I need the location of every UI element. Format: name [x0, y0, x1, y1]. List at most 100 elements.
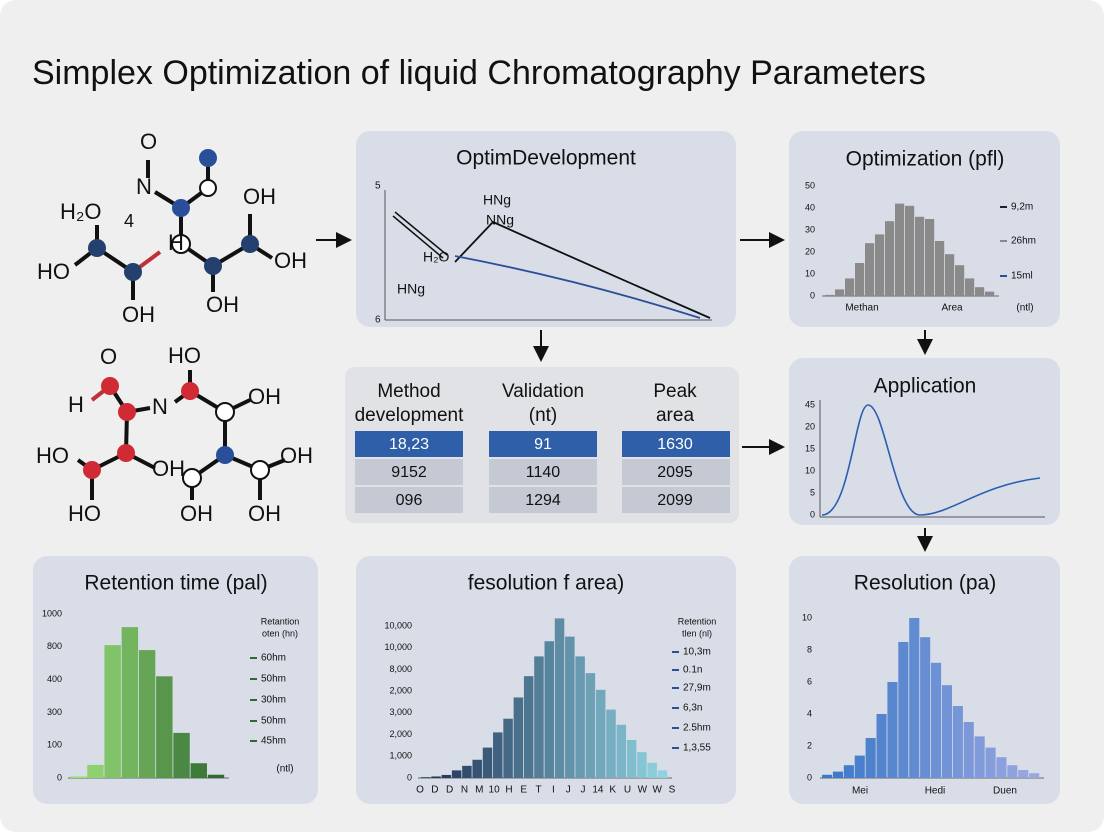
- title: Simplex Optimization of liquid Chromatog…: [32, 54, 926, 92]
- atom-label: OH: [206, 292, 239, 317]
- bar: [421, 777, 431, 778]
- table-header: development: [355, 405, 465, 426]
- bar: [974, 736, 985, 778]
- y-tick-label: 2,000: [389, 729, 412, 739]
- bar: [190, 763, 207, 778]
- x-tick-label: Duen: [993, 786, 1017, 797]
- legend-label: 15ml: [1011, 271, 1033, 282]
- atom-label: OH: [180, 501, 213, 526]
- atom-label: H₂O: [60, 199, 102, 224]
- x-tick-label: O: [416, 785, 424, 796]
- bar: [825, 294, 835, 296]
- atom-label: OH: [243, 184, 276, 209]
- y-tick-label: 400: [47, 674, 62, 684]
- bar: [462, 765, 472, 778]
- y-tick-label: 5: [810, 487, 815, 497]
- atom-label: O: [100, 344, 117, 369]
- bar: [941, 685, 952, 778]
- bar: [1018, 770, 1029, 778]
- molecule: [76, 370, 286, 500]
- y-tick-label: 20: [805, 421, 815, 431]
- atom-label: OH: [274, 248, 307, 273]
- atom-label: N: [136, 174, 152, 199]
- bar: [647, 762, 657, 778]
- bar: [472, 759, 482, 778]
- bar: [843, 765, 854, 778]
- bar: [138, 650, 156, 778]
- bar: [895, 203, 905, 296]
- bar: [1007, 765, 1018, 778]
- y-tick-label: 0: [807, 772, 812, 782]
- bar: [876, 714, 887, 778]
- panel-title: Optimization (pfl): [846, 148, 1005, 171]
- legend-label: 45hm: [261, 736, 286, 747]
- axis-label: 5: [375, 181, 381, 192]
- atom-label: HO: [37, 259, 70, 284]
- bar: [657, 770, 668, 778]
- bar: [955, 265, 965, 296]
- atom-label: N: [152, 394, 168, 419]
- bar: [523, 676, 534, 778]
- y-tick-label: 300: [47, 707, 62, 717]
- legend-label: 6,3n: [683, 703, 702, 714]
- atom-label: OH: [122, 302, 155, 327]
- arrows: [316, 232, 933, 552]
- panel-title: OptimDevelopment: [456, 147, 636, 170]
- legend-label: 50hm: [261, 716, 286, 727]
- x-tick-label: T: [536, 785, 542, 796]
- y-tick-label: 3,000: [389, 707, 412, 717]
- annotation: HNg: [397, 281, 425, 297]
- bar: [875, 234, 885, 296]
- bar: [585, 673, 596, 778]
- bar: [451, 770, 462, 778]
- bar: [637, 752, 647, 778]
- table-cell-text: 1294: [525, 492, 561, 509]
- y-tick-label: 8: [807, 644, 812, 654]
- legend-title: oten (hn): [262, 628, 298, 638]
- bar: [887, 682, 898, 778]
- x-tick-label: N: [461, 785, 468, 796]
- atom-label: H: [168, 230, 184, 255]
- x-tick-label: I: [552, 785, 555, 796]
- y-tick-label: 30: [805, 224, 815, 234]
- bar: [1029, 773, 1040, 778]
- legend-label: 9,2m: [1011, 202, 1033, 213]
- legend-label: 0.1n: [683, 665, 702, 676]
- bar: [503, 718, 513, 778]
- atom-label: OH: [280, 443, 313, 468]
- x-tick-label: 14: [592, 785, 604, 796]
- bar: [965, 278, 975, 296]
- bar: [920, 637, 931, 778]
- bar: [554, 618, 565, 778]
- table-header: area: [656, 405, 694, 426]
- table-cell-text: 91: [534, 436, 552, 453]
- panel-title: Resolution (pa): [854, 572, 996, 595]
- table-header: Method: [377, 381, 440, 402]
- bar: [996, 757, 1007, 778]
- application-curve: [819, 400, 1045, 518]
- annotation: HNg: [483, 192, 511, 208]
- table-cell: [622, 459, 730, 485]
- x-tick-label: Methan: [845, 303, 878, 314]
- legend-label: 2.5hm: [683, 723, 711, 734]
- table-cell: [355, 431, 463, 457]
- x-tick-label: Hedi: [925, 786, 946, 797]
- annotation: H₂O: [423, 249, 450, 265]
- legend-label: 60hm: [261, 653, 286, 664]
- atom-label: OH: [152, 456, 185, 481]
- bar: [595, 689, 606, 778]
- table-cell-text: 1140: [526, 464, 561, 481]
- bar: [835, 289, 845, 296]
- bar: [87, 764, 104, 778]
- bar: [513, 697, 524, 778]
- panel: [356, 131, 736, 327]
- y-tick-label: 2,000: [389, 686, 412, 696]
- x-tick-label: J: [581, 785, 586, 796]
- table: Method development Validation (nt) Peak area 1…: [355, 381, 730, 513]
- bar: [935, 241, 945, 296]
- bar: [885, 221, 895, 296]
- atom-label: 4: [124, 211, 134, 231]
- y-tick-label: 8,000: [389, 664, 412, 674]
- legend-label: 50hm: [261, 674, 286, 685]
- table-cell-text: 096: [396, 492, 423, 509]
